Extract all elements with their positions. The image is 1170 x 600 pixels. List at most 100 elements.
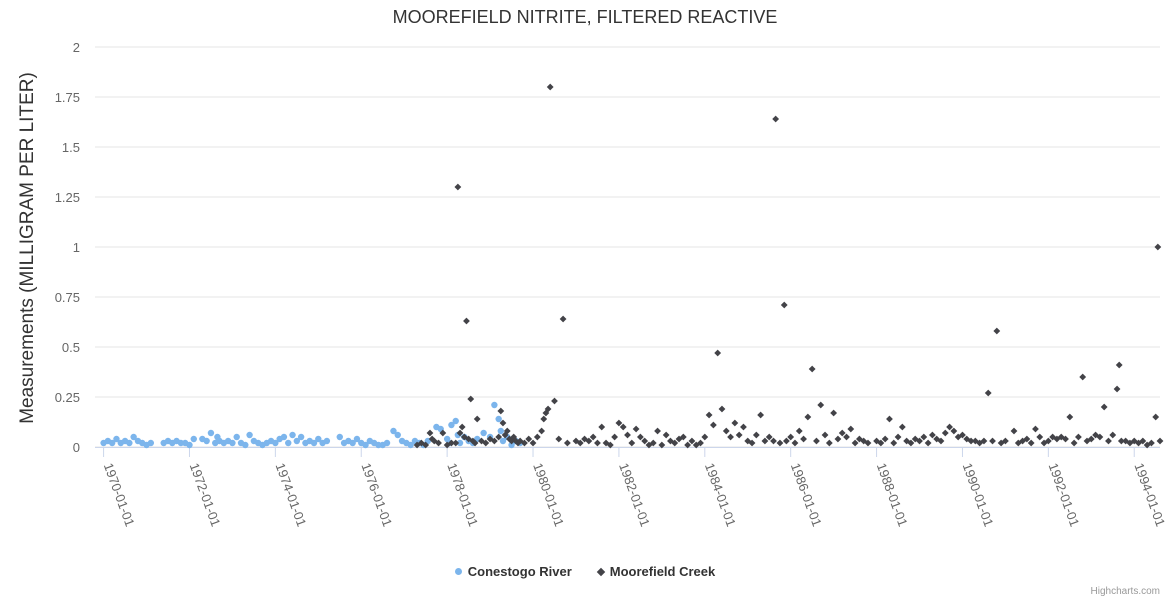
data-point-moorefield[interactable] [847, 425, 855, 433]
data-point-conestogo[interactable] [190, 435, 197, 443]
data-point-moorefield[interactable] [417, 439, 425, 447]
data-point-moorefield[interactable] [413, 441, 421, 449]
data-point-moorefield[interactable] [776, 439, 784, 447]
data-point-moorefield[interactable] [740, 423, 747, 431]
data-point-moorefield[interactable] [971, 437, 979, 445]
data-point-moorefield[interactable] [667, 437, 674, 445]
data-point-moorefield[interactable] [460, 433, 468, 441]
data-point-moorefield[interactable] [748, 439, 756, 447]
data-point-moorefield[interactable] [1113, 385, 1121, 393]
data-point-moorefield[interactable] [817, 401, 825, 409]
data-point-moorefield[interactable] [684, 441, 692, 449]
data-point-moorefield[interactable] [800, 435, 807, 443]
data-point-moorefield[interactable] [514, 439, 522, 447]
data-point-conestogo[interactable] [497, 427, 505, 435]
data-point-moorefield[interactable] [705, 411, 713, 419]
data-point-moorefield[interactable] [516, 437, 524, 445]
data-point-moorefield[interactable] [482, 439, 490, 447]
data-point-moorefield[interactable] [606, 441, 614, 449]
data-point-moorefield[interactable] [1019, 437, 1026, 445]
data-point-moorefield[interactable] [559, 315, 567, 323]
data-point-conestogo[interactable] [491, 401, 498, 409]
data-point-moorefield[interactable] [454, 183, 462, 191]
data-point-moorefield[interactable] [1115, 361, 1123, 369]
data-point-moorefield[interactable] [628, 439, 636, 447]
data-point-moorefield[interactable] [920, 433, 928, 441]
data-point-moorefield[interactable] [529, 439, 537, 447]
legend-item-conestogo-river[interactable]: Conestogo River [454, 564, 572, 579]
data-point-conestogo[interactable] [480, 429, 487, 437]
data-point-moorefield[interactable] [1154, 243, 1162, 251]
data-point-moorefield[interactable] [585, 437, 593, 445]
data-point-moorefield[interactable] [658, 441, 666, 449]
data-point-conestogo[interactable] [310, 439, 318, 447]
data-point-moorefield[interactable] [654, 427, 661, 435]
data-point-moorefield[interactable] [855, 435, 863, 443]
data-point-conestogo[interactable] [390, 427, 397, 435]
data-point-moorefield[interactable] [1156, 437, 1164, 445]
data-point-conestogo[interactable] [130, 433, 137, 441]
data-point-moorefield[interactable] [448, 439, 455, 447]
data-point-moorefield[interactable] [452, 439, 460, 447]
data-point-moorefield[interactable] [950, 427, 958, 435]
data-point-moorefield[interactable] [959, 431, 966, 439]
data-point-conestogo[interactable] [229, 439, 236, 447]
data-point-moorefield[interactable] [780, 301, 788, 309]
data-point-moorefield[interactable] [709, 421, 717, 429]
data-point-moorefield[interactable] [1032, 425, 1039, 433]
data-point-moorefield[interactable] [714, 349, 722, 357]
data-point-moorefield[interactable] [1027, 439, 1035, 447]
data-point-moorefield[interactable] [1040, 439, 1048, 447]
data-point-moorefield[interactable] [804, 413, 812, 421]
data-point-moorefield[interactable] [1062, 435, 1069, 443]
data-point-moorefield[interactable] [881, 435, 889, 443]
data-point-moorefield[interactable] [581, 435, 588, 443]
data-point-moorefield[interactable] [1092, 431, 1099, 439]
data-point-conestogo[interactable] [495, 415, 502, 423]
data-point-moorefield[interactable] [1148, 439, 1155, 447]
data-point-moorefield[interactable] [456, 429, 464, 437]
data-point-moorefield[interactable] [860, 437, 868, 445]
data-point-moorefield[interactable] [989, 437, 996, 445]
data-point-conestogo[interactable] [280, 433, 288, 441]
data-point-moorefield[interactable] [521, 439, 528, 447]
data-point-conestogo[interactable] [315, 435, 322, 443]
data-point-conestogo[interactable] [323, 437, 331, 445]
data-point-moorefield[interactable] [435, 439, 442, 447]
data-point-moorefield[interactable] [510, 433, 518, 441]
data-point-conestogo[interactable] [407, 441, 414, 449]
data-point-moorefield[interactable] [636, 433, 644, 441]
data-point-moorefield[interactable] [525, 435, 533, 443]
data-point-moorefield[interactable] [787, 433, 795, 441]
data-point-moorefield[interactable] [430, 437, 438, 445]
data-point-moorefield[interactable] [426, 429, 434, 437]
data-point-moorefield[interactable] [692, 441, 700, 449]
data-point-moorefield[interactable] [791, 439, 799, 447]
data-point-moorefield[interactable] [576, 439, 584, 447]
data-point-moorefield[interactable] [1057, 433, 1065, 441]
data-point-moorefield[interactable] [679, 433, 687, 441]
data-point-moorefield[interactable] [851, 439, 859, 447]
data-point-moorefield[interactable] [563, 439, 571, 447]
data-point-conestogo[interactable] [207, 429, 215, 437]
data-point-moorefield[interactable] [688, 437, 696, 445]
data-point-moorefield[interactable] [649, 439, 657, 447]
data-point-moorefield[interactable] [473, 415, 481, 423]
data-point-moorefield[interactable] [967, 437, 975, 445]
data-point-moorefield[interactable] [1105, 437, 1112, 445]
data-point-moorefield[interactable] [422, 441, 430, 449]
data-point-moorefield[interactable] [503, 427, 511, 435]
data-point-moorefield[interactable] [458, 423, 466, 431]
data-point-moorefield[interactable] [886, 415, 893, 423]
data-point-conestogo[interactable] [293, 437, 301, 445]
data-point-moorefield[interactable] [1117, 437, 1125, 445]
data-point-moorefield[interactable] [808, 365, 816, 373]
data-point-moorefield[interactable] [864, 439, 872, 447]
data-point-moorefield[interactable] [873, 437, 880, 445]
data-point-conestogo[interactable] [362, 441, 369, 449]
data-point-conestogo[interactable] [272, 439, 279, 447]
data-point-moorefield[interactable] [594, 439, 601, 447]
data-point-conestogo[interactable] [394, 431, 401, 439]
data-point-conestogo[interactable] [242, 441, 249, 449]
data-point-moorefield[interactable] [1036, 433, 1044, 441]
